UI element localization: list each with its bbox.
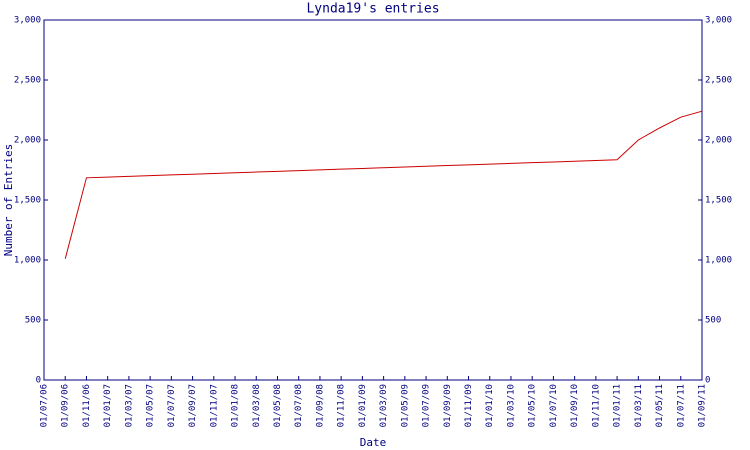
x-tick-label: 01/11/09 [464,384,474,427]
y-tick-label: 1,500 [14,196,41,206]
y-tick-label: 500 [25,316,41,326]
y2-tick-label: 500 [705,316,721,326]
x-tick-label: 01/01/09 [358,384,368,427]
x-tick-label: 01/09/09 [443,384,453,427]
x-tick-label: 01/03/09 [379,384,389,427]
x-tick-label: 01/07/08 [294,384,304,427]
data-line [64,110,703,259]
y-tick-label: 2,500 [14,76,41,86]
x-tick-label: 01/11/06 [82,384,92,427]
x-axis-title: Date [360,436,387,449]
y2-tick-label: 3,000 [705,16,732,26]
x-tick-label: 01/11/07 [209,384,219,427]
y2-tick-label: 2,000 [705,136,732,146]
x-tick-label: 01/09/08 [315,384,325,427]
x-tick-label: 01/07/07 [167,384,177,427]
x-tick-label: 01/03/10 [506,384,516,427]
x-tick-label: 01/01/10 [485,384,495,427]
x-tick-label: 01/09/10 [570,384,580,427]
x-tick-label: 01/11/10 [591,384,601,427]
x-tick-label: 01/03/07 [124,384,134,427]
x-tick-label: 01/09/07 [188,384,198,427]
y-tick-label: 2,000 [14,136,41,146]
x-tick-label: 01/09/06 [61,384,71,427]
x-tick-label: 01/07/11 [676,384,686,427]
x-tick-label: 01/01/11 [613,384,623,427]
y2-tick-label: 1,000 [705,256,732,266]
plot-frame [43,19,703,381]
x-tick-label: 01/05/11 [655,384,665,427]
y-tick-label: 1,000 [14,256,41,266]
y2-tick-label: 2,500 [705,76,732,86]
y-tick-label: 3,000 [14,16,41,26]
chart-title: Lynda19's entries [306,2,439,17]
x-tick-label: 01/01/07 [103,384,113,427]
x-tick-label: 01/09/11 [698,384,708,427]
y-axis-title: Number of Entries [2,144,15,257]
x-tick-label: 01/03/11 [634,384,644,427]
x-tick-label: 01/05/08 [273,384,283,427]
x-tick-label: 01/03/08 [252,384,262,427]
x-tick-label: 01/07/09 [422,384,432,427]
x-tick-label: 01/11/08 [337,384,347,427]
x-tick-label: 01/07/10 [549,384,559,427]
y-tick-label: 0 [36,376,41,386]
y2-tick-label: 1,500 [705,196,732,206]
x-tick-label: 01/05/10 [528,384,538,427]
x-tick-label: 01/07/06 [40,384,50,427]
y2-tick-label: 0 [705,376,710,386]
x-tick-label: 01/05/07 [146,384,156,427]
x-tick-label: 01/05/09 [400,384,410,427]
x-tick-label: 01/01/08 [231,384,241,427]
